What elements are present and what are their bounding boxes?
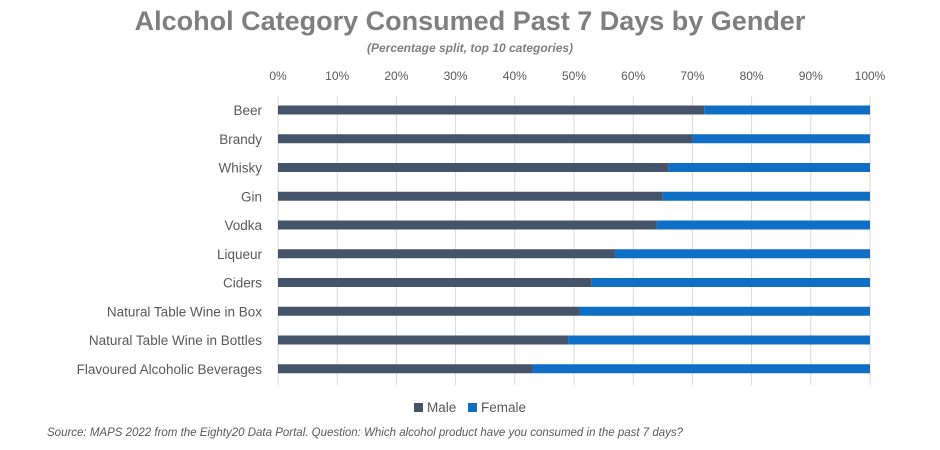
x-tick-label-5: 50% [562, 69, 586, 83]
category-label-2: Whisky [219, 161, 263, 176]
bar-male-3 [278, 191, 663, 201]
bar-male-5 [278, 249, 616, 259]
legend-item-male: Male [413, 400, 457, 415]
chart-title: Alcohol Category Consumed Past 7 Days by… [134, 6, 806, 36]
bar-female-5 [615, 249, 870, 259]
legend: Male Female [0, 400, 940, 415]
category-label-8: Natural Table Wine in Bottles [89, 333, 262, 348]
category-label-4: Vodka [224, 218, 262, 233]
bar-male-8 [278, 335, 569, 345]
x-tick-label-0: 0% [269, 69, 287, 83]
bar-female-3 [662, 191, 870, 201]
bar-male-6 [278, 278, 592, 287]
x-tick-label-2: 20% [384, 69, 408, 83]
legend-label-male: Male [426, 400, 457, 415]
bar-male-4 [278, 220, 657, 230]
bar-male-7 [278, 306, 580, 316]
bar-female-4 [656, 220, 870, 230]
x-tick-label-4: 40% [503, 69, 527, 83]
bar-female-7 [579, 306, 870, 316]
category-label-6: Ciders [223, 276, 262, 291]
x-tick-label-3: 30% [444, 69, 468, 83]
category-label-0: Beer [233, 103, 262, 118]
x-tick-label-9: 90% [799, 69, 823, 83]
category-label-9: Flavoured Alcoholic Beverages [77, 362, 263, 377]
bar-male-0 [278, 105, 705, 115]
chart-subtitle: (Percentage split, top 10 categories) [366, 41, 574, 55]
source-note: Source: MAPS 2022 from the Eighty20 Data… [47, 427, 684, 439]
bar-female-0 [704, 105, 870, 115]
bar-female-1 [692, 134, 870, 144]
category-label-7: Natural Table Wine in Box [107, 304, 262, 319]
x-tick-label-6: 60% [621, 69, 645, 83]
bar-female-2 [668, 163, 870, 172]
legend-swatch-female [468, 403, 477, 412]
x-tick-label-8: 80% [740, 69, 764, 83]
legend-label-female: Female [481, 400, 527, 415]
legend-swatch-male [413, 403, 423, 412]
category-label-5: Liqueur [217, 247, 263, 262]
bar-male-1 [278, 134, 693, 144]
category-label-3: Gin [241, 189, 262, 204]
x-tick-label-10: 100% [855, 69, 886, 83]
bar-female-6 [591, 278, 870, 287]
x-tick-label-1: 10% [325, 69, 349, 83]
category-label-1: Brandy [219, 132, 262, 147]
bar-female-9 [532, 364, 870, 374]
bar-female-8 [568, 335, 870, 345]
x-tick-label-7: 70% [680, 69, 704, 83]
bar-male-2 [278, 163, 669, 172]
bar-male-9 [278, 364, 533, 374]
legend-item-female: Female [468, 400, 526, 415]
